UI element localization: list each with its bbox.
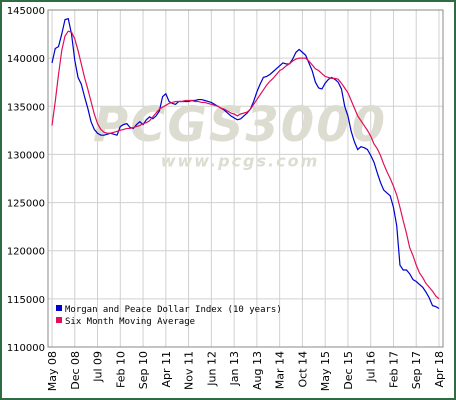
- x-tick-label: Dec 15: [342, 351, 355, 390]
- x-tick-label: Dec 08: [69, 351, 82, 390]
- series-line: [51, 30, 440, 300]
- legend-label: Six Month Moving Average: [65, 317, 195, 327]
- x-tick-label: Nov 11: [183, 351, 196, 390]
- x-tick-label: Feb 17: [387, 351, 400, 388]
- legend-label: Morgan and Peace Dollar Index (10 years): [65, 305, 282, 315]
- y-tick-label: 145000: [7, 6, 45, 17]
- y-tick-label: 130000: [7, 150, 45, 161]
- x-tick-label: May 08: [46, 351, 59, 391]
- x-tick-label: Jun 12: [205, 351, 218, 387]
- series-line: [51, 17, 440, 310]
- legend-swatch: [56, 317, 62, 323]
- x-tick-label: Apr 18: [433, 351, 446, 388]
- x-tick-label: Sep 17: [410, 351, 423, 389]
- y-tick-label: 115000: [7, 295, 45, 306]
- x-tick-label: Jan 13: [228, 351, 241, 386]
- y-tick-label: 110000: [7, 343, 45, 354]
- x-tick-label: Apr 11: [160, 351, 173, 388]
- x-tick-label: Mar 14: [274, 351, 287, 389]
- y-tick-label: 140000: [7, 54, 45, 65]
- x-tick-label: Aug 13: [251, 351, 264, 390]
- y-tick-label: 120000: [7, 247, 45, 258]
- x-tick-label: Oct 14: [296, 351, 309, 388]
- x-tick-label: Jul 09: [92, 351, 105, 383]
- x-tick-label: May 15: [319, 351, 332, 391]
- legend-swatch: [56, 305, 62, 311]
- plot-border: [47, 9, 444, 348]
- x-tick-label: Sep 10: [137, 351, 150, 389]
- y-tick-label: 135000: [7, 102, 45, 113]
- y-tick-label: 125000: [7, 199, 45, 210]
- x-tick-label: Jul 16: [365, 351, 378, 383]
- watermark: PCGS3000: [93, 97, 387, 153]
- watermark-url: www.pcgs.com: [161, 152, 320, 171]
- x-tick-label: Feb 10: [114, 351, 127, 388]
